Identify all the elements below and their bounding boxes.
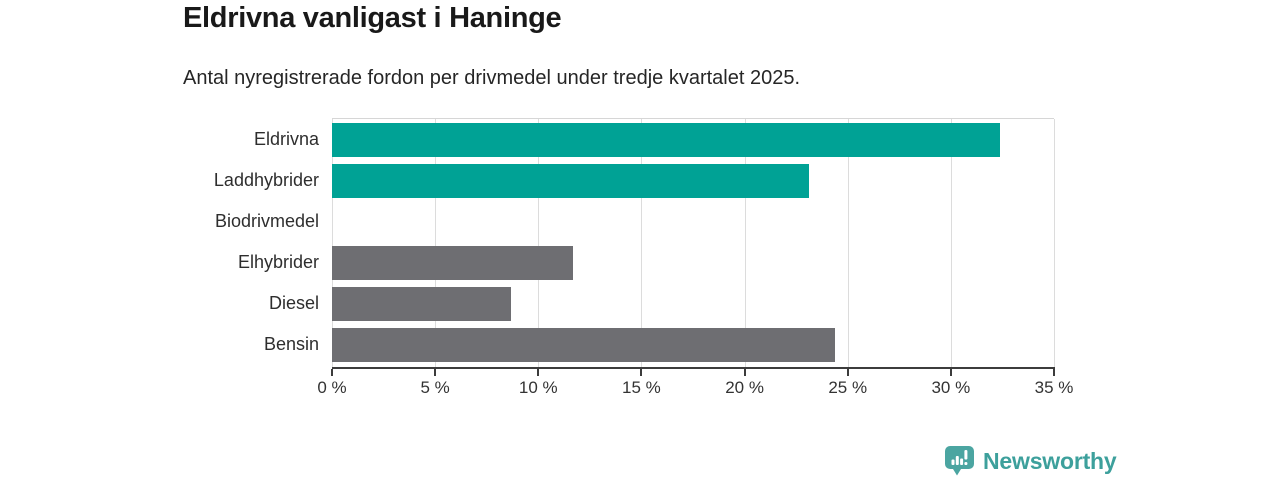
axis-tick-label-0: 0 % bbox=[317, 378, 347, 397]
gridline-25 bbox=[847, 119, 849, 369]
axis-tick-0 bbox=[331, 369, 333, 376]
bar-diesel bbox=[332, 287, 512, 321]
gridline-10 bbox=[538, 119, 540, 369]
gridline-35 bbox=[1054, 119, 1055, 369]
newsworthy-wordmark: Newsworthy bbox=[983, 448, 1117, 474]
axis-tick-30 bbox=[949, 369, 952, 376]
axis-tick-15 bbox=[640, 369, 643, 376]
chart-subtitle: Antal nyregistrerade fordon per drivmede… bbox=[183, 67, 801, 89]
plot-area bbox=[332, 118, 1055, 369]
category-labels: Eldrivna Laddhybrider Biodrivmedel Elhybrid… bbox=[0, 118, 319, 368]
x-axis: 0 % 5 % 10 % 15 % 20 % 25 % 30 % 35 % bbox=[317, 367, 1073, 397]
category-label-bensin: Bensin bbox=[263, 334, 319, 354]
axis-tick-5 bbox=[434, 369, 437, 376]
axis-tick-label-30: 30 % bbox=[931, 378, 971, 397]
newsworthy-logo: Newsworthy bbox=[944, 445, 1117, 478]
gridline-30 bbox=[950, 119, 952, 369]
axis-tick-label-15: 15 % bbox=[622, 378, 661, 397]
bar-bensin bbox=[332, 328, 836, 362]
category-label-laddhybrider: Laddhybrider bbox=[213, 170, 319, 190]
axis-tick-label-35: 35 % bbox=[1034, 378, 1074, 397]
bar-eldrivna bbox=[332, 123, 1001, 157]
gridline-15 bbox=[641, 119, 643, 369]
gridline-20 bbox=[744, 119, 746, 369]
category-label-diesel: Diesel bbox=[268, 293, 319, 313]
axis-tick-25 bbox=[846, 369, 849, 376]
newsworthy-icon bbox=[945, 446, 974, 476]
bar-laddhybrider bbox=[332, 164, 809, 198]
axis-tick-20 bbox=[743, 369, 746, 376]
gridline-0 bbox=[332, 119, 333, 369]
axis-tick-label-10: 10 % bbox=[518, 378, 558, 397]
category-label-biodrivmedel: Biodrivmedel bbox=[214, 211, 319, 231]
gridline-5 bbox=[435, 119, 437, 369]
category-label-elhybrider: Elhybrider bbox=[237, 252, 319, 272]
chart-title: Eldrivna vanligast i Haninge bbox=[183, 2, 562, 34]
axis-tick-35 bbox=[1053, 369, 1055, 376]
axis-tick-label-20: 20 % bbox=[725, 378, 764, 397]
axis-tick-label-5: 5 % bbox=[420, 378, 450, 397]
axis-tick-10 bbox=[537, 369, 540, 376]
axis-tick-label-25: 25 % bbox=[828, 378, 868, 397]
bar-elhybrider bbox=[332, 246, 574, 280]
category-label-eldrivna: Eldrivna bbox=[253, 129, 319, 149]
